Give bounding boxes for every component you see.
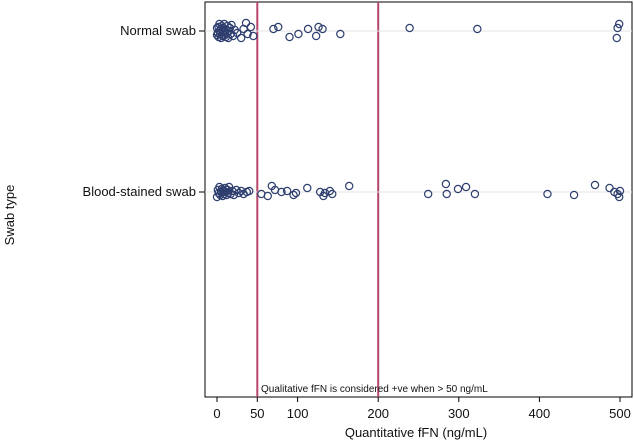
x-tick-label: 100 xyxy=(287,406,309,421)
data-point xyxy=(274,22,283,32)
data-point xyxy=(614,192,624,202)
data-point xyxy=(303,183,312,193)
plot-area xyxy=(204,1,633,398)
data-point xyxy=(336,29,345,39)
data-point xyxy=(294,29,303,39)
data-point xyxy=(249,31,258,41)
data-point xyxy=(453,184,463,194)
y-axis-title: Swab type xyxy=(2,185,17,246)
data-point xyxy=(318,24,327,34)
data-point xyxy=(590,180,600,190)
data-point xyxy=(311,31,321,41)
x-tick-label: 400 xyxy=(529,406,551,421)
data-point xyxy=(263,191,272,201)
data-point xyxy=(269,24,278,34)
data-point xyxy=(285,32,294,42)
y-axis: Normal swab Blood-stained swab xyxy=(83,23,205,199)
reference-lines xyxy=(256,2,380,397)
x-tick-label: 50 xyxy=(250,406,264,421)
data-point xyxy=(615,186,625,196)
data-point xyxy=(303,24,313,34)
data-point xyxy=(232,28,242,38)
data-point xyxy=(423,189,433,199)
data-point xyxy=(277,187,286,197)
data-point xyxy=(243,29,252,39)
y-tick-label: Blood-stained swab xyxy=(83,184,196,199)
data-point xyxy=(344,181,354,191)
data-point xyxy=(613,23,622,33)
x-tick-label: 300 xyxy=(448,406,470,421)
data-points xyxy=(212,18,625,202)
data-point xyxy=(223,21,232,31)
data-point xyxy=(234,188,243,198)
data-point xyxy=(246,22,256,32)
y-tick-label: Normal swab xyxy=(120,23,196,38)
data-point xyxy=(291,188,301,198)
data-point xyxy=(614,19,624,29)
data-point xyxy=(543,189,552,199)
data-point xyxy=(236,33,246,43)
data-point xyxy=(612,33,621,43)
data-point xyxy=(569,190,579,200)
data-point xyxy=(461,182,471,192)
data-point xyxy=(289,190,298,200)
x-tick-label: 0 xyxy=(213,406,220,421)
data-point xyxy=(282,186,292,196)
data-point xyxy=(328,189,337,199)
data-point xyxy=(473,24,482,34)
data-point xyxy=(245,186,254,196)
x-axis: 0 50 100 200 300 400 500 xyxy=(213,397,631,421)
x-tick-label: 200 xyxy=(367,406,389,421)
x-tick-label: 500 xyxy=(609,406,631,421)
data-point xyxy=(442,189,451,199)
data-point xyxy=(405,23,414,33)
data-point xyxy=(229,190,239,200)
data-point xyxy=(470,189,480,199)
data-point xyxy=(441,179,451,189)
data-point xyxy=(314,22,323,32)
threshold-annotation: Qualitative fFN is considered +ve when >… xyxy=(261,384,488,395)
x-axis-title: Quantitative fFN (ng/mL) xyxy=(345,425,487,440)
